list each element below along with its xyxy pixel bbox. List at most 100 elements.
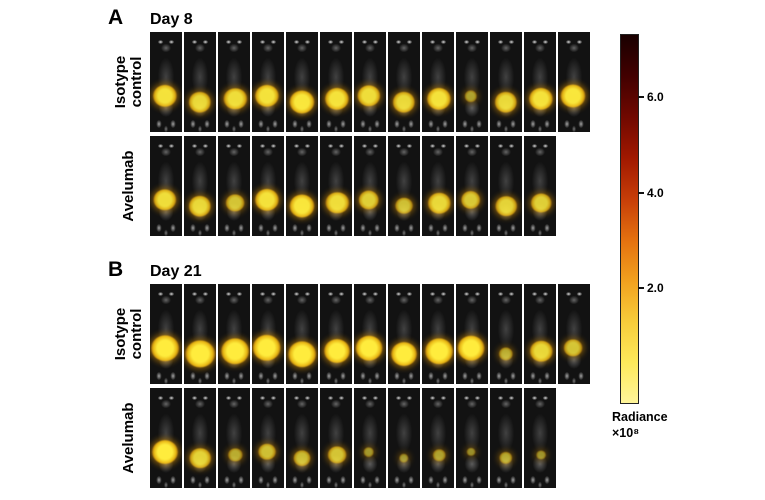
mouse-silhouette	[456, 284, 488, 384]
mouse-silhouette	[150, 388, 182, 488]
mouse-image	[524, 284, 556, 384]
mouse-silhouette	[558, 32, 590, 132]
tumor-signal-blob	[257, 443, 276, 461]
panel-a-header: A Day 8	[108, 6, 608, 32]
mouse-silhouette	[524, 32, 556, 132]
mouse-silhouette	[252, 284, 284, 384]
tumor-signal-blob	[530, 193, 552, 213]
mouse-image	[490, 284, 522, 384]
mouse-silhouette	[422, 284, 454, 384]
mouse-image	[558, 284, 590, 384]
tick-value: 2.0	[647, 281, 664, 295]
mouse-image	[286, 284, 318, 384]
mouse-silhouette	[422, 136, 454, 236]
row-b-isotype-labelwrap: Isotype control	[108, 284, 150, 384]
mouse-silhouette	[184, 388, 216, 488]
row-b-avelumab-labelwrap: Avelumab	[108, 388, 150, 488]
row-b-avelumab: Avelumab	[108, 388, 608, 488]
mouse-silhouette	[422, 32, 454, 132]
mouse-silhouette	[320, 32, 352, 132]
mouse-image	[490, 136, 522, 236]
mouse-image	[150, 136, 182, 236]
mouse-image	[184, 388, 216, 488]
mouse-silhouette	[184, 136, 216, 236]
colorbar-label-radiance: Radiance	[612, 410, 668, 424]
panel-a-title: Day 8	[150, 11, 193, 28]
tumor-signal-blob	[433, 449, 446, 461]
mouse-image	[218, 284, 250, 384]
colorbar-label: Radiance ×10⁸	[612, 410, 668, 441]
tick-dash	[638, 192, 644, 194]
tumor-signal-blob	[466, 447, 476, 457]
mouse-silhouette	[354, 136, 386, 236]
tumor-signal-blob	[254, 84, 279, 108]
mouse-image	[320, 32, 352, 132]
colorbar-label-units: ×10⁸	[612, 425, 640, 440]
tumor-signal-blob	[460, 190, 481, 210]
mouse-image	[524, 136, 556, 236]
mouse-image	[422, 32, 454, 132]
colorbar-tick-2: 2.0	[638, 281, 664, 295]
tumor-signal-blob	[185, 340, 215, 368]
tumor-signal-blob	[153, 189, 177, 211]
mouse-image	[252, 388, 284, 488]
mouse-silhouette	[252, 32, 284, 132]
row-a-avelumab-label: Avelumab	[119, 150, 137, 222]
mouse-image	[184, 284, 216, 384]
tick-dash	[638, 287, 644, 289]
row-b-isotype-label: Isotype control	[111, 307, 145, 361]
tumor-signal-blob	[529, 87, 554, 111]
mouse-silhouette	[524, 388, 556, 488]
mouse-silhouette	[490, 136, 522, 236]
mouse-silhouette	[218, 388, 250, 488]
mouse-image	[388, 136, 420, 236]
tumor-signal-blob	[560, 84, 586, 108]
mouse-image	[252, 136, 284, 236]
row-a-avelumab: Avelumab	[108, 136, 608, 236]
colorbar-gradient	[621, 35, 638, 403]
mouse-silhouette	[218, 136, 250, 236]
tumor-signal-blob	[357, 85, 381, 107]
row-a-avelumab-mice	[150, 136, 556, 236]
tumor-signal-blob	[498, 347, 514, 361]
mouse-silhouette	[252, 136, 284, 236]
mouse-image	[184, 32, 216, 132]
tumor-signal-blob	[536, 450, 547, 460]
colorbar-tick-6: 6.0	[638, 90, 664, 104]
mouse-image	[150, 388, 182, 488]
row-a-isotype-label: Isotype control	[111, 55, 145, 109]
tick-value: 4.0	[647, 186, 664, 200]
tumor-signal-blob	[425, 338, 454, 364]
panel-b: B Day 21 Isotype control Avelumab	[108, 258, 608, 488]
mouse-image	[388, 388, 420, 488]
panel-b-header: B Day 21	[108, 258, 608, 284]
tumor-signal-blob	[325, 192, 349, 214]
mouse-silhouette	[286, 284, 318, 384]
mouse-image	[320, 284, 352, 384]
mouse-silhouette	[490, 32, 522, 132]
tumor-signal-blob	[457, 335, 485, 361]
mouse-image	[218, 388, 250, 488]
tumor-signal-blob	[152, 84, 177, 108]
mouse-silhouette	[150, 136, 182, 236]
mouse-silhouette	[320, 388, 352, 488]
mouse-silhouette	[388, 284, 420, 384]
mouse-image	[320, 388, 352, 488]
mouse-image	[456, 284, 488, 384]
row-b-avelumab-label: Avelumab	[119, 402, 137, 474]
mouse-silhouette	[252, 388, 284, 488]
row-a-isotype-labelwrap: Isotype control	[108, 32, 150, 132]
mouse-image	[558, 32, 590, 132]
tumor-signal-blob	[288, 341, 316, 367]
tumor-signal-blob	[427, 87, 452, 111]
row-a-isotype-mice	[150, 32, 590, 132]
mouse-silhouette	[524, 284, 556, 384]
mouse-silhouette	[320, 284, 352, 384]
mouse-image	[286, 388, 318, 488]
mouse-silhouette	[422, 388, 454, 488]
mouse-silhouette	[456, 32, 488, 132]
mouse-image	[456, 388, 488, 488]
colorbar	[620, 34, 639, 404]
mouse-silhouette	[286, 136, 318, 236]
mouse-image	[422, 284, 454, 384]
